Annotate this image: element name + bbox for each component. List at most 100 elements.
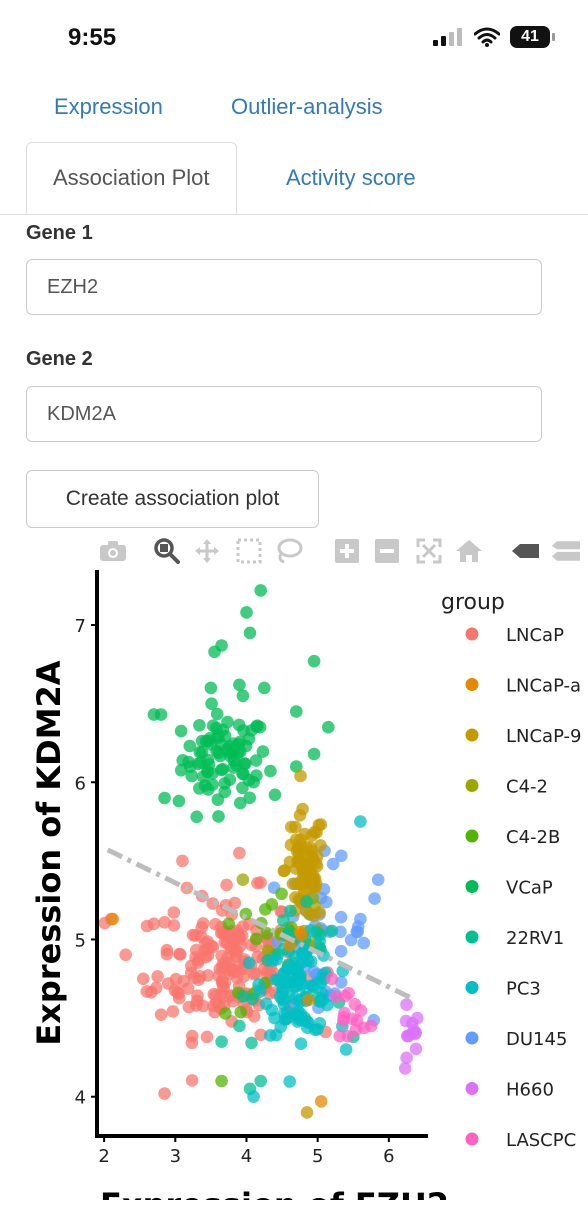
data-point-lncap: [247, 967, 261, 981]
status-icons: 41: [432, 26, 555, 48]
data-point-pc3: [269, 1028, 283, 1042]
data-point-lncap: [140, 919, 154, 933]
legend-marker-h660: [465, 1082, 479, 1095]
data-point-22rv1: [300, 895, 313, 908]
data-point-vcap: [254, 584, 267, 597]
trend-line: [106, 847, 415, 1002]
tab-activity-score[interactable]: Activity score: [286, 164, 416, 190]
data-point-lncap-a: [302, 993, 315, 1007]
data-point-pc3: [269, 973, 283, 986]
data-point-pc3: [282, 959, 295, 972]
zoom-out-icon[interactable]: [372, 536, 402, 566]
data-point-lncap: [254, 876, 267, 889]
legend-label-lncap: LNCaP: [506, 625, 564, 646]
data-point-vcap: [240, 606, 253, 619]
legend-marker-pc3: [465, 981, 479, 994]
zoom-in-icon[interactable]: [332, 536, 362, 566]
data-point-lncap: [187, 971, 201, 984]
data-point-h660: [398, 1062, 412, 1075]
data-point-lncap-9: [283, 855, 297, 869]
data-point-lncap: [228, 896, 242, 910]
data-point-vcap: [205, 697, 218, 710]
data-point-h660: [409, 1042, 423, 1056]
legend-marker-lascpc: [465, 1132, 479, 1146]
data-point-lascpc: [341, 1030, 355, 1043]
data-point-pc3: [281, 976, 294, 990]
data-point-vcap: [322, 720, 335, 734]
data-point-lncap: [185, 1074, 199, 1087]
data-point-pc3: [306, 979, 320, 993]
legend-label-pc3: PC3: [506, 979, 541, 1000]
data-point-pc3: [247, 1090, 260, 1103]
data-point-vcap: [193, 745, 207, 759]
y-tick-label: 6: [75, 773, 86, 794]
zoom-icon[interactable]: [152, 536, 182, 566]
nav-pills: Expression Outlier-analysis: [0, 90, 588, 130]
data-point-c4-2: [261, 944, 275, 957]
data-point-lncap: [220, 878, 233, 892]
data-point-vcap: [237, 724, 250, 737]
data-point-vcap: [206, 767, 219, 780]
data-point-lncap-9: [277, 864, 291, 878]
data-point-c4-2b: [249, 932, 263, 946]
data-point-vcap: [190, 810, 203, 824]
data-point-vcap: [234, 796, 247, 810]
tab-association-plot[interactable]: Association Plot: [26, 142, 237, 214]
data-point-vcap: [158, 791, 171, 805]
data-point-lncap: [158, 1087, 171, 1100]
data-point-lncap: [169, 972, 183, 986]
reset-axes-icon[interactable]: [454, 536, 484, 566]
data-point-lncap-9: [305, 829, 319, 842]
legend-marker-c4-2b: [465, 829, 479, 843]
x-tick-label: 6: [383, 1146, 394, 1167]
data-point-lncap: [171, 985, 184, 999]
data-point-vcap: [216, 723, 230, 737]
autoscale-icon[interactable]: [414, 536, 444, 566]
legend-marker-lncap-a: [465, 678, 479, 691]
data-point-lncap-a: [295, 928, 308, 942]
data-point-h660: [400, 998, 413, 1011]
data-point-lncap: [185, 959, 198, 973]
data-point-lncap-a: [314, 1095, 328, 1108]
data-point-lncap: [149, 981, 163, 995]
data-point-lncap: [230, 971, 244, 984]
data-point-vcap: [258, 681, 271, 695]
data-point-vcap: [268, 788, 282, 802]
data-point-vcap: [234, 745, 247, 758]
box-select-icon[interactable]: [234, 536, 264, 566]
legend-label-h660: H660: [506, 1080, 554, 1101]
lasso-select-icon[interactable]: [274, 536, 304, 566]
nav-pill-outlier-analysis[interactable]: Outlier-analysis: [231, 94, 383, 119]
data-point-lncap: [235, 929, 249, 943]
wifi-icon: [474, 27, 500, 47]
data-point-pc3: [268, 1011, 281, 1025]
data-point-vcap: [154, 708, 168, 721]
data-point-pc3: [282, 989, 296, 1002]
hover-closest-icon[interactable]: [510, 536, 540, 566]
data-point-22rv1: [245, 1036, 258, 1050]
data-point-lncap: [154, 1008, 168, 1021]
hover-compare-icon[interactable]: [550, 536, 580, 566]
data-point-c4-2b: [215, 1074, 228, 1088]
nav-pill-expression[interactable]: Expression: [54, 94, 163, 119]
data-point-vcap: [202, 734, 215, 748]
data-point-lncap-9: [293, 809, 307, 822]
data-point-lascpc: [337, 1011, 351, 1024]
legend-marker-lncap-9: [465, 728, 479, 742]
data-point-lncap: [194, 930, 208, 943]
scatter-chart[interactable]: 4 5 6 7 2 3 4 5 6 Expression of KDM2A Expression o…: [0, 570, 588, 1205]
data-point-lncap: [158, 916, 171, 929]
pan-icon[interactable]: [192, 536, 222, 566]
data-point-pc3: [313, 935, 327, 948]
data-point-22rv1: [254, 1074, 267, 1088]
data-point-vcap: [249, 754, 263, 767]
data-point-vcap: [182, 755, 195, 769]
create-association-plot-button[interactable]: Create association plot: [26, 470, 319, 528]
gene2-input[interactable]: [26, 386, 542, 442]
gene1-input[interactable]: [26, 259, 542, 315]
camera-icon[interactable]: [98, 536, 128, 566]
data-point-lncap-a: [106, 912, 119, 926]
legend-marker-du145: [465, 1031, 479, 1045]
data-point-vcap: [218, 785, 232, 799]
data-point-vcap: [210, 707, 224, 721]
